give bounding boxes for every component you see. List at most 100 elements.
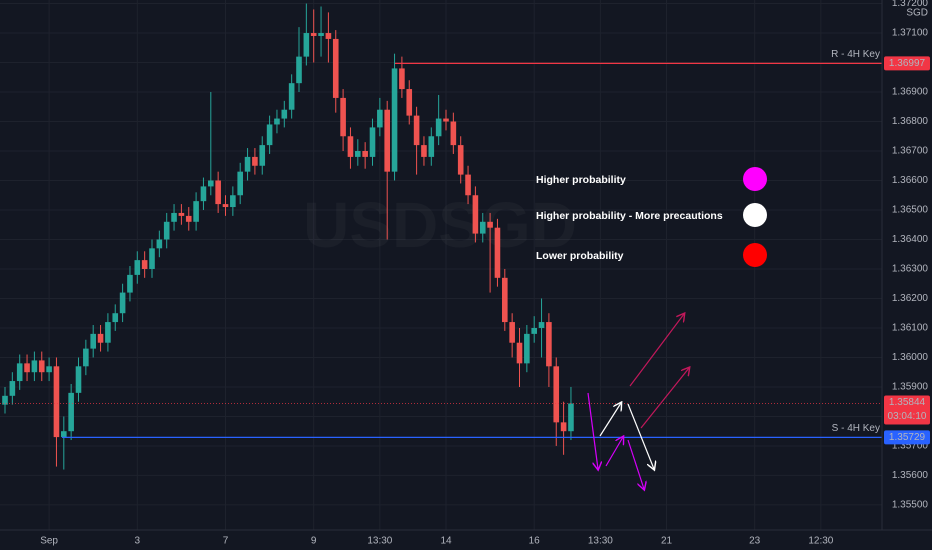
candle-body <box>200 186 207 202</box>
candle-body <box>325 33 332 39</box>
price-tag <box>884 56 930 71</box>
candle-body <box>2 395 8 405</box>
price-tag <box>884 395 930 425</box>
y-tick-label: 1.36200 <box>892 293 929 304</box>
x-tick-label: 16 <box>529 536 541 547</box>
candle-body <box>178 212 185 216</box>
axes: 1.355001.356001.357001.358001.359001.360… <box>40 0 928 547</box>
candle-body <box>46 366 52 373</box>
legend-label: Higher probability <box>536 174 626 186</box>
candle-body <box>83 348 89 367</box>
candle-body <box>296 56 302 84</box>
price-line-label: R - 4H Key <box>831 49 880 60</box>
candle-body <box>553 366 560 423</box>
y-tick-label: 1.37200 <box>892 0 929 9</box>
candle-body <box>149 248 155 269</box>
candle-body <box>435 118 442 137</box>
candle-body <box>428 136 435 157</box>
candle-body <box>524 333 530 364</box>
candle-body <box>494 227 501 278</box>
countdown-label: 03:04:10 <box>888 411 927 422</box>
candle-body <box>340 97 346 137</box>
candle-body <box>31 360 38 373</box>
plot <box>0 3 882 470</box>
candle-body <box>141 260 148 269</box>
arrow <box>627 439 644 489</box>
candle-body <box>465 174 471 196</box>
price-tag-label: 1.35844 <box>889 397 926 408</box>
candle-body <box>399 68 405 90</box>
candle-body <box>443 118 449 122</box>
candle-body <box>355 151 361 157</box>
candle-body <box>266 124 273 146</box>
candle-body <box>185 215 192 222</box>
candle-body <box>61 431 67 438</box>
candle-body <box>377 109 383 128</box>
candle-body <box>406 89 413 116</box>
candle-body <box>531 327 537 334</box>
candle-body <box>215 180 221 205</box>
candle-body <box>487 221 493 228</box>
candle-body <box>560 422 567 432</box>
y-tick-label: 1.35500 <box>892 500 929 511</box>
candle-body <box>230 195 236 208</box>
x-tick-label: 12:30 <box>808 536 833 547</box>
candle-body <box>502 277 508 323</box>
arrow <box>587 392 598 469</box>
candle-body <box>97 333 104 343</box>
candle-body <box>112 313 119 323</box>
candle-body <box>105 322 111 343</box>
candle-body <box>310 33 317 36</box>
candle-body <box>369 127 376 157</box>
candle-body <box>450 121 457 146</box>
candle-body <box>9 381 16 396</box>
arrow <box>627 403 654 469</box>
y-tick-label: 1.36600 <box>892 175 929 186</box>
legend-swatch <box>743 243 767 267</box>
candle-body <box>75 366 82 393</box>
arrow <box>599 403 621 437</box>
candle-body <box>303 33 310 57</box>
candle-body <box>237 171 243 196</box>
legend-label: Lower probability <box>536 250 624 262</box>
y-tick-label: 1.35700 <box>892 441 929 452</box>
candle-body <box>479 221 486 234</box>
candle-body <box>171 212 177 222</box>
y-tick-label: 1.35900 <box>892 382 929 393</box>
candle-body <box>244 156 251 172</box>
x-tick-label: 21 <box>661 536 673 547</box>
y-tick-label: 1.36800 <box>892 116 929 127</box>
y-tick-label: 1.36000 <box>892 352 929 363</box>
candle-body <box>391 68 398 172</box>
candle-body <box>568 403 574 432</box>
candle-body <box>332 38 339 98</box>
candle-body <box>472 195 479 234</box>
candle-body <box>457 145 464 175</box>
drawings <box>587 314 689 489</box>
candle-body <box>259 145 266 166</box>
y-tick-label: 1.36900 <box>892 87 929 98</box>
x-tick-label: Sep <box>40 536 58 547</box>
x-tick-label: 13:30 <box>367 536 392 547</box>
candle-body <box>516 342 523 364</box>
candle-body <box>274 118 280 125</box>
candle-body <box>421 145 427 157</box>
currency-label: SGD <box>906 8 928 19</box>
candle-body <box>318 33 324 36</box>
candle-body <box>90 333 96 349</box>
candle-body <box>208 180 214 187</box>
x-tick-label: 14 <box>440 536 452 547</box>
arrow <box>605 437 623 467</box>
legend-swatch <box>743 203 767 227</box>
candle-body <box>413 115 420 146</box>
candle-body <box>119 292 126 314</box>
candle-body <box>362 151 368 157</box>
candle-body <box>156 239 163 249</box>
candle-body <box>546 322 552 367</box>
candle-body <box>68 392 74 432</box>
candle-body <box>281 109 288 119</box>
candle-body <box>222 204 229 208</box>
